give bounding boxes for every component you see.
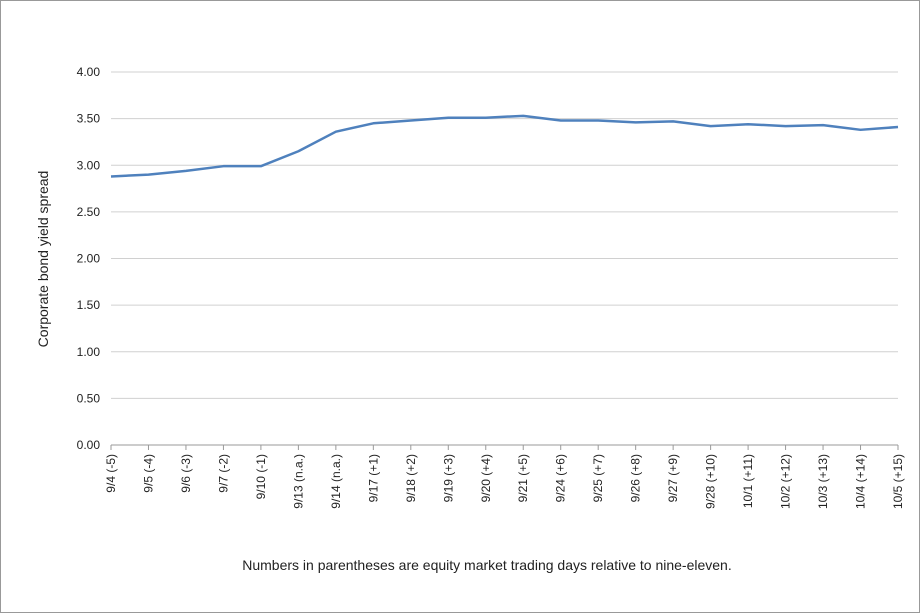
x-tick-label: 9/25 (+7) <box>591 454 605 502</box>
x-tick-label: 10/3 (+13) <box>816 454 830 509</box>
y-tick-label: 2.50 <box>77 205 101 219</box>
y-tick-label: 3.50 <box>77 112 101 126</box>
x-tick-label: 9/10 (-1) <box>254 454 268 499</box>
x-tick-label: 9/17 (+1) <box>366 454 380 502</box>
x-tick-label: 9/14 (n.a.) <box>329 454 343 509</box>
y-tick-label: 2.00 <box>77 252 101 266</box>
x-tick-label: 9/5 (-4) <box>141 454 155 493</box>
x-tick-label: 9/28 (+10) <box>704 454 718 509</box>
x-tick-label: 9/19 (+3) <box>441 454 455 502</box>
x-tick-label: 9/7 (-2) <box>216 454 230 493</box>
x-tick-label: 9/24 (+6) <box>554 454 568 502</box>
y-tick-label: 3.00 <box>77 158 101 172</box>
footnote: Numbers in parentheses are equity market… <box>242 557 731 573</box>
x-tick-label: 9/18 (+2) <box>404 454 418 502</box>
x-tick-label: 10/5 (+15) <box>891 454 905 509</box>
x-tick-label: 10/4 (+14) <box>854 454 868 509</box>
y-tick-label: 1.50 <box>77 298 101 312</box>
x-tick-label: 10/2 (+12) <box>779 454 793 509</box>
x-tick-label: 9/6 (-3) <box>179 454 193 493</box>
x-tick-label: 10/1 (+11) <box>741 454 755 508</box>
y-tick-label: 0.50 <box>77 391 101 405</box>
data-line <box>110 114 899 178</box>
y-tick-label: 1.00 <box>77 345 101 359</box>
y-axis-label: Corporate bond yield spread <box>35 171 51 348</box>
x-tick-label: 9/27 (+9) <box>666 454 680 502</box>
x-tick-label: 9/26 (+8) <box>629 454 643 502</box>
y-tick-label: 4.00 <box>77 65 101 79</box>
y-tick-label: 0.00 <box>77 438 101 452</box>
x-tick-label: 9/21 (+5) <box>516 454 530 502</box>
x-tick-label: 9/20 (+4) <box>479 454 493 502</box>
x-tick-label: 9/13 (n.a.) <box>291 454 305 509</box>
x-tick-label: 9/4 (-5) <box>104 454 118 493</box>
